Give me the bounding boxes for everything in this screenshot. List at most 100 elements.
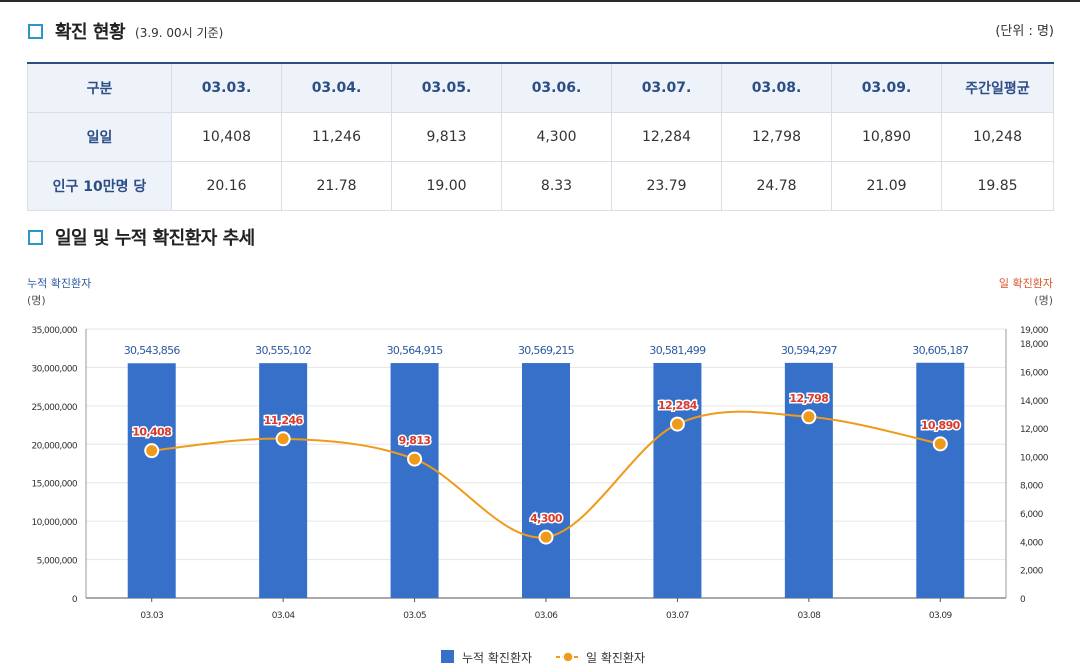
left-axis-tick-label: 10,000,000 — [31, 518, 77, 528]
table-header-cell: 03.07. — [611, 62, 722, 113]
table-cell: 21.09 — [831, 161, 942, 211]
table-header-cell: 03.03. — [171, 62, 282, 113]
bar-value-label: 30,543,856 — [124, 344, 181, 357]
bar — [916, 362, 965, 598]
unit-label: (단위 : 명) — [995, 24, 1054, 39]
section-status-header: 확진 현황 (3.9. 00시 기준) — [28, 18, 223, 44]
table-cell: 4,300 — [501, 112, 612, 162]
x-axis-tick-label: 03.04 — [272, 611, 296, 621]
section-status-subtitle: (3.9. 00시 기준) — [135, 26, 224, 40]
legend-bar-label: 누적 확진환자 — [462, 651, 532, 665]
left-axis-tick-label: 35,000,000 — [31, 326, 77, 336]
table-header-cell: 주간일평균 — [941, 62, 1054, 113]
table-header-cell: 03.08. — [721, 62, 832, 113]
section-square-icon — [28, 23, 43, 39]
table-row: 일일 10,408 11,246 9,813 4,300 12,284 12,7… — [27, 112, 1054, 162]
x-axis-tick-label: 03.08 — [797, 611, 821, 621]
daily-point — [538, 529, 554, 545]
right-axis-tick-label: 10,000 — [1020, 453, 1049, 463]
daily-value-label: 10,408 — [132, 426, 171, 439]
daily-value-label: 9,813 — [399, 434, 431, 447]
x-axis-tick-label: 03.05 — [403, 611, 426, 621]
daily-point — [144, 443, 160, 459]
left-axis-tick-label: 15,000,000 — [31, 480, 77, 490]
right-axis-tick-label: 8,000 — [1020, 482, 1044, 492]
right-axis-tick-label: 19,000 — [1020, 326, 1049, 336]
bar-value-label: 30,555,102 — [255, 344, 311, 357]
table-cell: 24.78 — [721, 161, 832, 211]
table-header-cell: 03.09. — [831, 62, 942, 113]
section-trend-title: 일일 및 누적 확진환자 추세 — [55, 228, 255, 249]
daily-point — [669, 416, 685, 432]
table-row-label: 인구 10만명 당 — [27, 161, 172, 211]
daily-value-label: 4,300 — [530, 512, 563, 525]
table-cell: 19.85 — [941, 161, 1054, 211]
right-axis-tick-label: 16,000 — [1020, 368, 1049, 378]
x-axis-tick-label: 03.06 — [535, 611, 559, 621]
table-cell: 12,284 — [611, 112, 722, 162]
daily-value-label: 10,890 — [921, 419, 961, 432]
right-axis-unit: (명) — [1034, 294, 1053, 307]
table-cell: 10,890 — [831, 112, 942, 162]
bar-value-label: 30,581,499 — [649, 344, 706, 357]
section-status-title: 확진 현황 — [55, 22, 126, 43]
table-header-cell: 03.04. — [281, 62, 392, 113]
left-axis-tick-label: 30,000,000 — [31, 364, 77, 374]
bar — [784, 362, 833, 598]
left-axis-tick-label: 0 — [72, 595, 78, 605]
x-axis-tick-label: 03.07 — [666, 611, 689, 621]
table-row: 인구 10만명 당 20.16 21.78 19.00 8.33 23.79 2… — [27, 161, 1054, 211]
right-axis-tick-label: 14,000 — [1020, 397, 1049, 407]
left-axis-tick-label: 5,000,000 — [37, 557, 78, 567]
x-axis-tick-label: 03.09 — [929, 611, 953, 621]
table-cell: 20.16 — [171, 161, 282, 211]
left-axis-tick-label: 25,000,000 — [31, 403, 77, 413]
table-header-cell: 03.06. — [501, 62, 612, 113]
table-cell: 10,248 — [941, 112, 1054, 162]
bar-value-label: 30,569,215 — [518, 344, 575, 357]
bar — [390, 363, 439, 598]
daily-point — [932, 436, 948, 452]
table-cell: 12,798 — [721, 112, 832, 162]
bar — [259, 363, 308, 598]
daily-value-label: 11,246 — [264, 414, 304, 427]
table-row-label: 일일 — [27, 112, 172, 162]
legend-line-marker — [562, 651, 574, 663]
table-header-cell: 03.05. — [391, 62, 502, 113]
table-header-row: 구분 03.03. 03.04. 03.05. 03.06. 03.07. 03… — [27, 62, 1054, 113]
left-axis-title: 누적 확진환자 — [27, 277, 92, 290]
table-cell: 21.78 — [281, 161, 392, 211]
daily-point — [407, 451, 423, 467]
bar-value-label: 30,564,915 — [387, 344, 444, 357]
right-axis-tick-label: 2,000 — [1020, 567, 1044, 577]
daily-point — [275, 431, 291, 447]
right-axis-tick-label: 12,000 — [1020, 425, 1049, 435]
status-table: 구분 03.03. 03.04. 03.05. 03.06. 03.07. 03… — [27, 62, 1054, 211]
right-axis-tick-label: 18,000 — [1020, 340, 1049, 350]
legend-line-label: 일 확진환자 — [586, 651, 645, 665]
daily-value-label: 12,798 — [789, 392, 828, 405]
bar — [522, 363, 570, 598]
right-axis-tick-label: 0 — [1020, 595, 1026, 605]
section-trend-header: 일일 및 누적 확진환자 추세 — [28, 224, 255, 250]
table-cell: 23.79 — [611, 161, 722, 211]
table-cell: 19.00 — [391, 161, 502, 211]
x-axis-tick-label: 03.03 — [140, 611, 163, 621]
legend-bar-swatch — [441, 650, 454, 663]
right-axis-tick-label: 4,000 — [1020, 538, 1044, 548]
table-cell: 8.33 — [501, 161, 612, 211]
left-axis-unit: (명) — [27, 294, 46, 307]
bar — [127, 363, 176, 598]
bar-value-label: 30,594,297 — [781, 344, 838, 357]
right-axis-title: 일 확진환자 — [998, 277, 1053, 290]
daily-point — [801, 409, 817, 425]
right-axis-tick-label: 6,000 — [1020, 510, 1044, 520]
top-border — [0, 0, 1080, 2]
daily-value-label: 12,284 — [658, 399, 698, 412]
table-header-cell: 구분 — [27, 62, 172, 113]
bar-value-label: 30,605,187 — [912, 344, 969, 357]
left-axis-tick-label: 20,000,000 — [31, 441, 77, 451]
bar — [653, 362, 702, 598]
section-square-icon — [28, 229, 43, 245]
